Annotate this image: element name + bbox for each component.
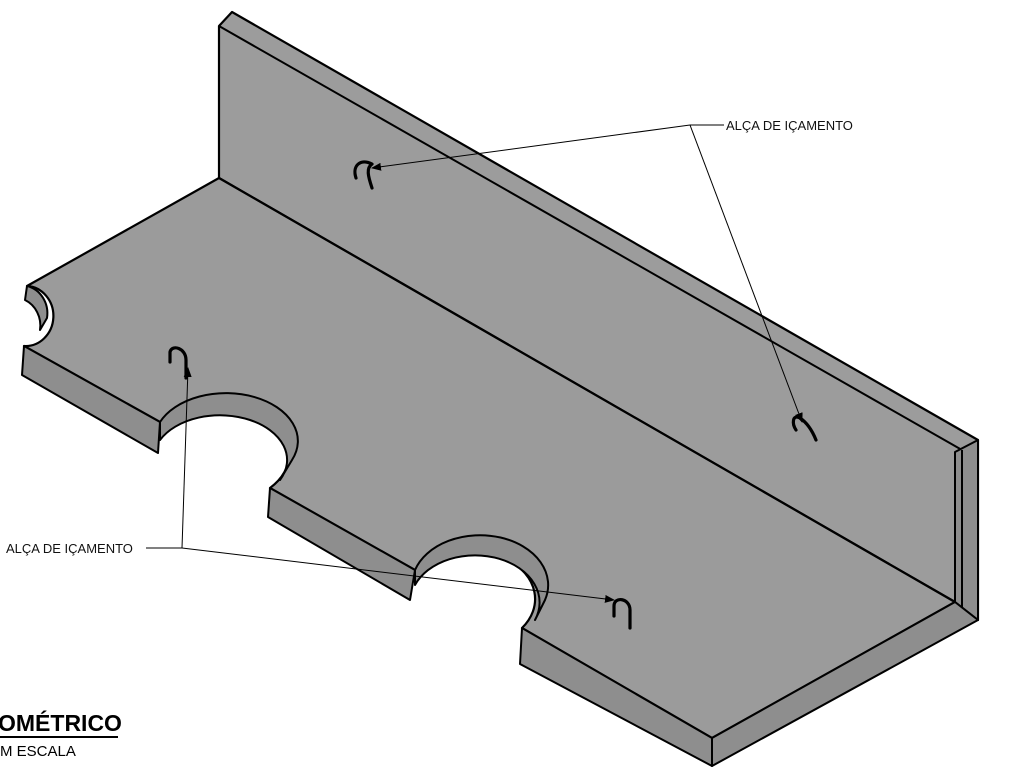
bend-line <box>218 177 956 603</box>
callout-lifting-handle-left: ALÇA DE IÇAMENTO <box>6 541 133 556</box>
cutout-1-wall <box>159 392 299 481</box>
lifting-hook-icon <box>612 598 632 630</box>
lifting-hooks <box>168 160 818 630</box>
cutout-2-wall <box>414 534 550 621</box>
leader-top-to-hook3 <box>689 124 803 423</box>
lifting-hook-icon <box>168 346 188 380</box>
leader-left-to-hook4 <box>181 547 615 603</box>
left-edge <box>21 345 161 454</box>
leader-left-to-hook2 <box>181 367 192 549</box>
left-notch-wall <box>24 285 49 331</box>
flange-top-edge <box>218 25 963 451</box>
flange-end-edge <box>954 439 979 621</box>
leader-top-to-hook1 <box>371 124 691 171</box>
callout-lifting-handle-top: ALÇA DE IÇAMENTO <box>726 118 853 133</box>
view-title: OMÉTRICO <box>0 709 122 736</box>
view-subtitle: M ESCALA <box>0 743 76 760</box>
leader-lines <box>146 124 803 603</box>
front-edge-left <box>519 627 713 767</box>
